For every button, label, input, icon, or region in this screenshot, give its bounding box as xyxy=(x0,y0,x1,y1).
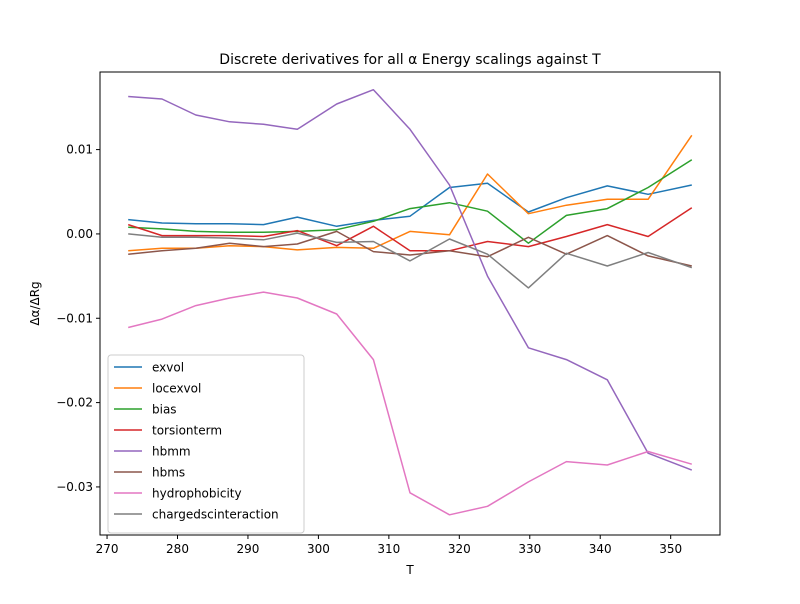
plot-frame xyxy=(99,71,721,536)
x-tick-label: 290 xyxy=(237,542,260,556)
x-axis-label: T xyxy=(405,563,414,577)
y-tick-label: 0.00 xyxy=(66,227,93,241)
legend-label: hbms xyxy=(152,466,185,480)
legend-label: hbmm xyxy=(152,445,191,459)
x-tick-label: 330 xyxy=(518,542,541,556)
legend-label: exvol xyxy=(152,361,184,375)
series-line-hbmm xyxy=(128,88,693,471)
legend-label: chargedscinteraction xyxy=(152,508,279,522)
x-tick-label: 300 xyxy=(307,542,330,556)
legend-label: locexvol xyxy=(152,382,201,396)
legend-label: hydrophobicity xyxy=(152,487,242,501)
legend-box xyxy=(107,354,305,534)
x-axis-ticks: 270 280 290 300 310 320 330 340 350 xyxy=(96,535,682,556)
y-tick-label: −0.03 xyxy=(56,480,93,494)
series-line-hydrophobicity xyxy=(128,291,693,516)
legend-label: torsionterm xyxy=(152,424,222,438)
series-line-exvol xyxy=(128,182,692,228)
series-line-hbms xyxy=(128,230,692,267)
chart-title: Discrete derivatives for all α Energy sc… xyxy=(219,52,601,68)
x-tick-label: 270 xyxy=(96,542,119,556)
y-tick-label: −0.02 xyxy=(56,396,93,410)
series-line-chargedscinteraction xyxy=(128,232,693,289)
x-tick-label: 350 xyxy=(659,542,682,556)
legend: exvol locexvol bias torsionterm hbmm hbms hydr… xyxy=(107,354,305,534)
legend-label: bias xyxy=(152,403,177,417)
y-axis-label: Δα/ΔRg xyxy=(28,281,42,325)
plot-area xyxy=(99,71,721,536)
series-line-locexvol xyxy=(128,134,693,252)
x-tick-label: 340 xyxy=(589,542,612,556)
series-line-bias xyxy=(128,159,693,244)
x-tick-label: 280 xyxy=(166,542,189,556)
y-axis-ticks: −0.03 −0.02 −0.01 0.00 0.01 xyxy=(56,143,100,494)
y-tick-label: −0.01 xyxy=(56,311,93,325)
series-line-torsionterm xyxy=(127,207,693,252)
y-tick-label: 0.01 xyxy=(66,143,93,157)
series-lines xyxy=(127,88,693,516)
x-tick-label: 320 xyxy=(448,542,471,556)
x-tick-label: 310 xyxy=(377,542,400,556)
